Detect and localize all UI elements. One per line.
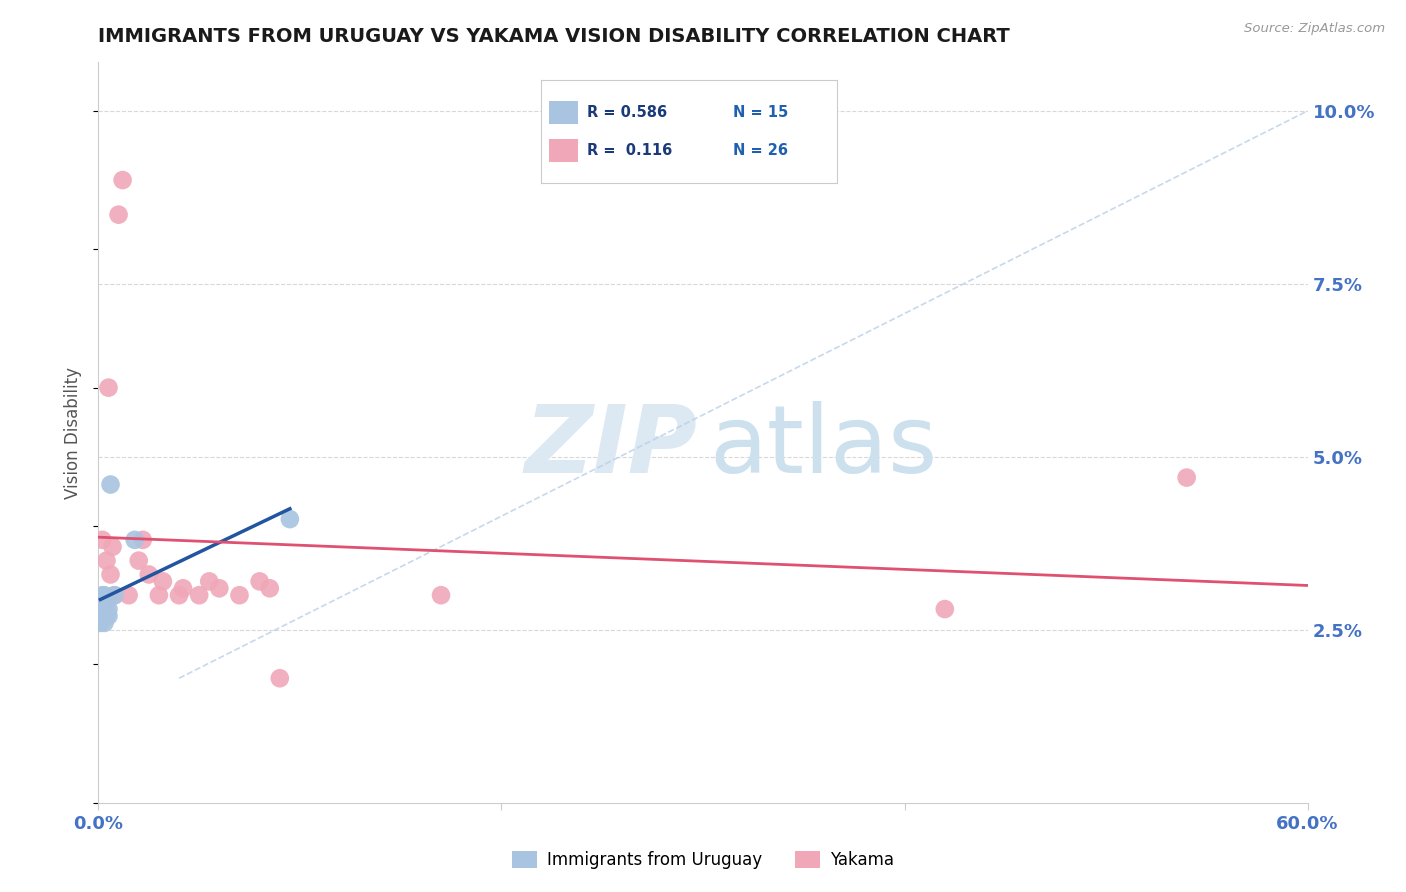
Point xyxy=(111,173,134,187)
Point xyxy=(934,602,956,616)
Point xyxy=(430,588,453,602)
Point xyxy=(96,595,118,609)
Point xyxy=(93,588,115,602)
Point xyxy=(188,588,211,602)
Text: N = 26: N = 26 xyxy=(734,144,789,158)
Bar xyxy=(548,139,578,162)
Point xyxy=(172,582,194,596)
Point xyxy=(249,574,271,589)
Legend: Immigrants from Uruguay, Yakama: Immigrants from Uruguay, Yakama xyxy=(505,845,901,876)
Text: R =  0.116: R = 0.116 xyxy=(588,144,672,158)
Point xyxy=(101,540,124,554)
Point xyxy=(100,477,122,491)
Point xyxy=(89,615,111,630)
Point xyxy=(228,588,250,602)
Point xyxy=(91,609,114,624)
Point xyxy=(97,602,120,616)
Point xyxy=(97,609,120,624)
Point xyxy=(89,602,111,616)
Point xyxy=(93,602,115,616)
Y-axis label: Vision Disability: Vision Disability xyxy=(65,367,83,499)
Point xyxy=(167,588,190,602)
Point xyxy=(152,574,174,589)
Bar xyxy=(548,101,578,124)
Point xyxy=(138,567,160,582)
Point xyxy=(259,582,281,596)
Point xyxy=(198,574,221,589)
Text: N = 15: N = 15 xyxy=(734,105,789,120)
Point xyxy=(1175,470,1198,484)
Point xyxy=(91,533,114,547)
Point xyxy=(107,208,129,222)
Point xyxy=(96,554,118,568)
Text: R = 0.586: R = 0.586 xyxy=(588,105,668,120)
Point xyxy=(103,588,125,602)
Point xyxy=(124,533,146,547)
Text: Source: ZipAtlas.com: Source: ZipAtlas.com xyxy=(1244,22,1385,36)
Point xyxy=(148,588,170,602)
Text: ZIP: ZIP xyxy=(524,401,697,493)
Point xyxy=(208,582,231,596)
Point xyxy=(269,671,291,685)
Point xyxy=(100,567,122,582)
Point xyxy=(128,554,150,568)
Point xyxy=(91,588,114,602)
Point xyxy=(97,381,120,395)
Point xyxy=(132,533,155,547)
Point xyxy=(93,615,115,630)
Text: atlas: atlas xyxy=(709,401,938,493)
Point xyxy=(118,588,141,602)
Point xyxy=(278,512,301,526)
Point xyxy=(103,588,125,602)
Text: IMMIGRANTS FROM URUGUAY VS YAKAMA VISION DISABILITY CORRELATION CHART: IMMIGRANTS FROM URUGUAY VS YAKAMA VISION… xyxy=(98,27,1010,45)
Point xyxy=(96,609,118,624)
